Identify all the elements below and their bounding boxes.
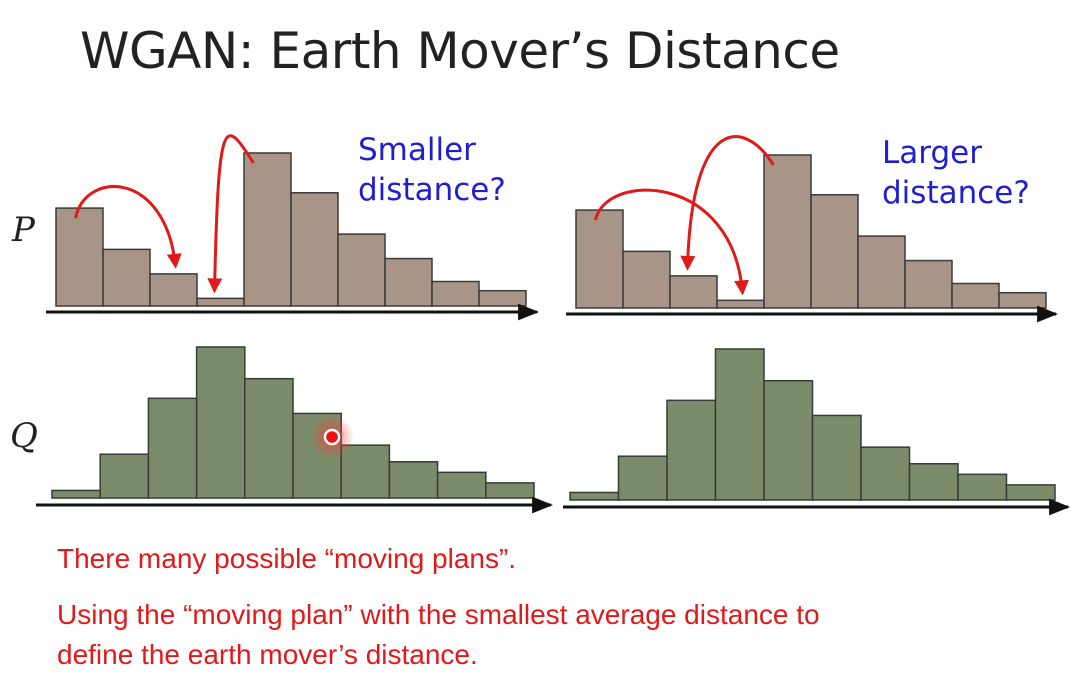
p-right-bar — [810, 194, 859, 309]
q-left-bar — [195, 346, 246, 499]
q-right-bar — [811, 414, 862, 501]
p-left-bar — [102, 248, 151, 307]
p-right-bar — [575, 209, 624, 309]
p-left-bar — [243, 152, 292, 307]
note-definition-line2: define the earth mover’s distance. — [57, 639, 478, 670]
move-arrow — [594, 188, 749, 296]
q-left-bar — [51, 489, 101, 499]
smaller-label-line1: Smaller — [358, 132, 476, 168]
q-left-bar — [147, 397, 198, 499]
axes-layer — [36, 303, 1071, 516]
q-left-bar — [436, 471, 487, 499]
note-definition: Using the “moving plan” with the smalles… — [57, 595, 820, 675]
q-right-bar — [714, 348, 765, 501]
p-right-bar — [857, 235, 906, 309]
p-right-bar — [763, 154, 812, 309]
q-right-bar — [1005, 484, 1056, 501]
p-left-bar — [384, 257, 433, 307]
p-right-bar — [716, 299, 765, 309]
q-right-bar — [957, 473, 1008, 501]
smaller-distance-label: Smaller distance? — [358, 130, 506, 210]
smaller-label-line2: distance? — [358, 172, 506, 208]
q-right-bar — [617, 455, 668, 501]
note-definition-line1: Using the “moving plan” with the smalles… — [57, 599, 820, 630]
move-arrow — [74, 185, 182, 269]
move-arrow — [680, 135, 775, 271]
q-left-bar — [99, 453, 150, 499]
q-right-bar — [569, 491, 620, 501]
p-left-bar — [55, 207, 104, 307]
p-left-bar — [478, 289, 527, 307]
p-right-bar — [904, 259, 953, 309]
larger-distance-label: Larger distance? — [882, 133, 1030, 213]
move-arrows — [74, 134, 775, 296]
q-left-bar — [244, 377, 294, 499]
p-left-bar — [196, 297, 245, 307]
q-left-bar — [340, 444, 391, 499]
cursor-highlight — [310, 415, 354, 459]
q-right-bar — [860, 446, 911, 501]
p-left-bar — [431, 280, 480, 307]
larger-label-line1: Larger — [882, 135, 982, 171]
larger-label-line2: distance? — [882, 175, 1030, 211]
p-left-bar — [149, 273, 198, 307]
p-left-bar — [290, 192, 339, 307]
move-arrow — [207, 134, 255, 294]
p-right-bar — [669, 275, 718, 309]
q-right-bar — [666, 399, 717, 501]
q-left-bar — [485, 482, 535, 499]
p-right-bar — [951, 282, 1000, 309]
slide-title: WGAN: Earth Mover’s Distance — [80, 22, 840, 80]
p-left-bar — [337, 233, 386, 307]
q-right-bar — [908, 463, 959, 501]
note-moving-plans: There many possible “moving plans”. — [57, 543, 517, 574]
q-right-bar — [763, 379, 814, 501]
p-right-bar — [622, 250, 671, 309]
row-label-p: P — [12, 210, 35, 250]
p-right-bar — [998, 291, 1047, 309]
q-left-bar — [388, 461, 439, 499]
row-label-q: Q — [10, 416, 38, 456]
bars-layer — [51, 152, 1056, 501]
